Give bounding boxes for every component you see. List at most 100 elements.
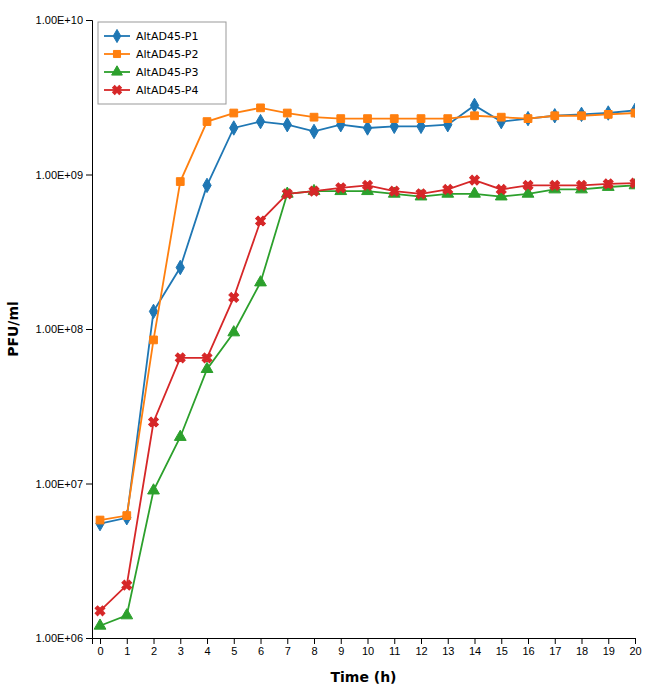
legend-box xyxy=(98,22,226,104)
x-tick: 1 xyxy=(124,638,130,657)
x-tick: 17 xyxy=(549,638,561,657)
x-tick-mark xyxy=(528,638,529,644)
series-line xyxy=(100,180,635,611)
series-marker xyxy=(123,511,131,525)
x-tick-mark xyxy=(127,638,128,644)
x-tick: 18 xyxy=(576,638,588,657)
series-marker xyxy=(253,214,268,229)
x-tick-mark xyxy=(314,638,315,644)
legend-label: AltAD45-P3 xyxy=(136,66,199,79)
series-line xyxy=(100,185,635,625)
x-tick: 12 xyxy=(415,638,427,657)
series-marker xyxy=(574,178,589,193)
series-marker xyxy=(148,484,160,494)
series-marker xyxy=(364,115,372,123)
x-tick-label: 1 xyxy=(124,645,130,657)
series-marker xyxy=(93,603,108,618)
series-marker xyxy=(604,111,612,119)
series-marker xyxy=(440,182,455,197)
x-tick: 19 xyxy=(603,638,615,657)
series-marker xyxy=(471,112,479,120)
legend-item: AltAD45-P2 xyxy=(104,48,199,61)
series xyxy=(93,173,635,618)
legend-item: AltAD45-P1 xyxy=(104,29,199,42)
series-marker xyxy=(578,112,586,120)
x-tick-mark xyxy=(421,638,422,644)
x-tick-label: 18 xyxy=(576,645,588,657)
series-marker xyxy=(123,512,131,520)
legend-item: AltAD45-P3 xyxy=(104,66,199,79)
series-marker xyxy=(360,178,375,193)
x-tick-mark xyxy=(448,638,449,644)
x-axis-line xyxy=(93,639,636,645)
x-tick-mark xyxy=(501,638,502,644)
x-tick-label: 5 xyxy=(231,645,237,657)
series-marker xyxy=(176,260,184,274)
series-marker xyxy=(257,104,265,112)
legend-label: AltAD45-P4 xyxy=(136,84,199,97)
x-tick-label: 15 xyxy=(496,645,508,657)
series-marker xyxy=(497,113,505,121)
x-tick-mark xyxy=(287,638,288,644)
series-marker xyxy=(176,178,184,186)
series-marker xyxy=(444,115,452,123)
x-tick-label: 19 xyxy=(603,645,615,657)
series-marker xyxy=(470,98,478,112)
series-marker xyxy=(230,121,238,135)
series-marker xyxy=(521,178,536,193)
series-marker xyxy=(203,118,211,126)
series-line xyxy=(100,105,635,523)
y-tick: 1.00E+08 xyxy=(36,323,92,335)
y-tick-label: 1.00E+09 xyxy=(36,169,83,181)
x-tick: 20 xyxy=(629,638,641,657)
x-tick-label: 13 xyxy=(442,645,454,657)
series-marker xyxy=(333,180,348,195)
y-tick: 1.00E+09 xyxy=(36,169,92,181)
series-marker xyxy=(337,115,345,123)
x-tick-label: 9 xyxy=(338,645,344,657)
y-tick-mark xyxy=(86,20,92,21)
series-marker xyxy=(121,609,133,619)
series-marker xyxy=(283,118,291,132)
series-marker xyxy=(524,111,532,125)
series-marker xyxy=(417,115,425,123)
y-axis: 1.00E+061.00E+071.00E+081.00E+091.00E+10 xyxy=(36,14,93,644)
x-tick-label: 11 xyxy=(389,645,400,657)
x-tick-label: 16 xyxy=(522,645,534,657)
series-marker xyxy=(203,178,211,192)
series-marker xyxy=(173,351,188,366)
x-tick: 8 xyxy=(311,638,317,657)
x-tick-label: 7 xyxy=(285,645,291,657)
x-tick-label: 4 xyxy=(204,645,210,657)
x-tick: 11 xyxy=(389,638,400,657)
x-tick: 15 xyxy=(496,638,508,657)
y-tick-label: 1.00E+06 xyxy=(36,632,83,644)
x-tick-mark xyxy=(180,638,181,644)
x-tick-label: 0 xyxy=(97,645,103,657)
series-marker xyxy=(604,106,612,120)
series xyxy=(96,104,635,524)
series-marker xyxy=(255,276,267,286)
legend-label: AltAD45-P1 xyxy=(136,30,199,43)
series-marker xyxy=(494,182,509,197)
x-axis-title: Time (h) xyxy=(330,669,396,685)
x-tick-label: 17 xyxy=(549,645,561,657)
x-tick-label: 6 xyxy=(258,645,264,657)
x-tick: 14 xyxy=(469,638,481,657)
y-tick: 1.00E+10 xyxy=(36,14,92,26)
x-tick-mark xyxy=(608,638,609,644)
series-marker xyxy=(577,107,585,121)
series-marker xyxy=(551,109,559,123)
series-marker xyxy=(150,336,158,344)
series-marker xyxy=(310,113,318,121)
series-marker xyxy=(390,115,398,123)
x-tick: 13 xyxy=(442,638,454,657)
x-tick: 9 xyxy=(338,638,344,657)
legend-label: AltAD45-P2 xyxy=(136,48,199,61)
series-marker xyxy=(631,109,635,117)
x-tick-mark xyxy=(635,638,636,644)
y-tick-label: 1.00E+10 xyxy=(36,14,83,26)
series-marker xyxy=(201,362,213,372)
y-axis-line xyxy=(86,21,93,639)
y-axis-title: PFU/ml xyxy=(5,301,21,357)
